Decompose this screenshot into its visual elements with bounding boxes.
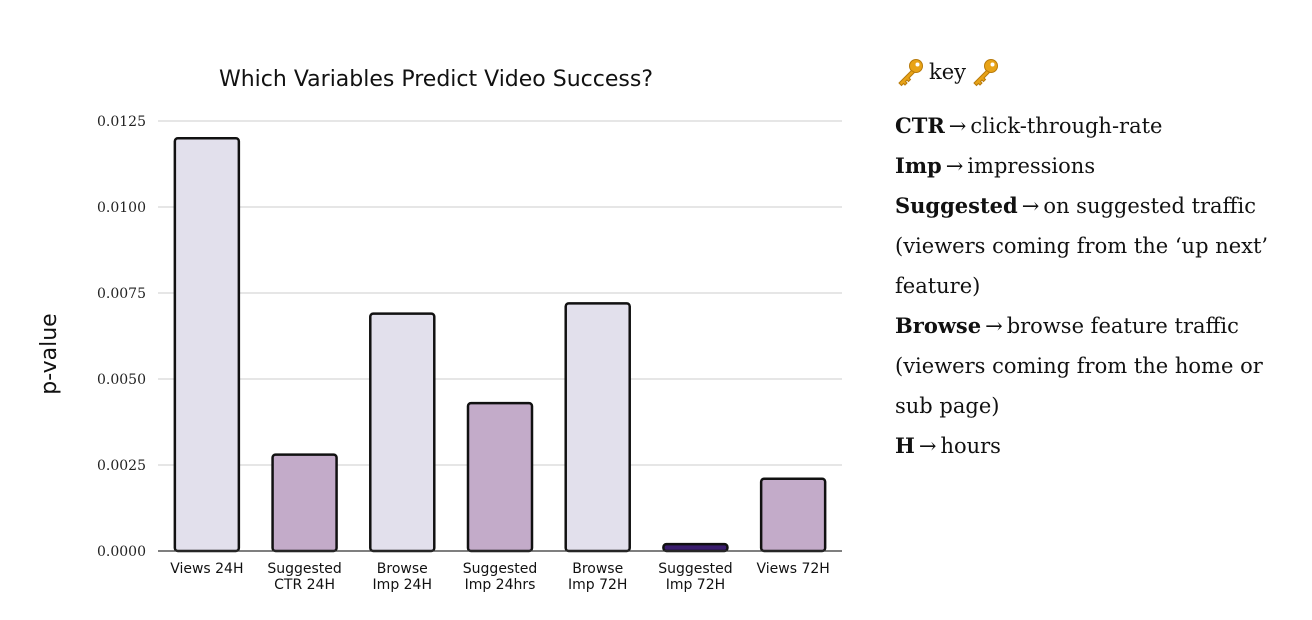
x-axis-labels: Views 24H Suggested CTR 24H Browse Imp 24H Su… [170,561,830,593]
key-icon [898,59,923,87]
x-category-label: Views 72H [756,561,829,577]
key-desc: impressions [967,154,1096,178]
bar [173,136,241,553]
key-header: key [895,52,1295,92]
x-category-label: Browse Imp 24H [373,561,432,593]
key-desc: hours [940,434,1001,458]
x-category-label: Suggested CTR 24H [267,561,341,593]
key-panel: key CTR → click-through-rate Imp → impressio… [895,52,1295,466]
x-category-label: Browse Imp 72H [568,561,627,593]
bars [173,136,827,553]
y-axis-ticks: 0.0000 0.0025 0.0050 0.0075 0.0100 0.0125 [97,114,146,560]
arrow-icon: → [918,434,937,458]
key-title: key [929,60,967,84]
bar [271,453,338,553]
key-desc: browse feature traffic (viewers coming f… [895,314,1263,418]
key-term: H [895,433,915,458]
x-category-label: Suggested Imp 24hrs [463,561,537,593]
y-tick-label: 0.0125 [97,114,146,130]
chart-title: Which Variables Predict Video Success? [219,67,653,92]
key-entry-browse: Browse → browse feature traffic (viewers c… [895,306,1295,426]
y-tick-label: 0.0050 [97,372,146,388]
key-entry-ctr: CTR → click-through-rate [895,106,1295,146]
arrow-icon: → [985,314,1003,338]
y-tick-label: 0.0075 [97,286,146,302]
key-term: Imp [895,153,942,178]
x-category-label: Suggested Imp 72H [658,561,732,593]
bar [564,302,631,553]
bar [466,401,534,553]
arrow-icon: → [948,114,967,138]
bar [369,312,436,553]
key-term: Suggested [895,193,1018,218]
gridlines [158,120,842,466]
key-entry-h: H → hours [895,426,1295,466]
y-tick-label: 0.0100 [97,200,146,216]
bar [759,477,827,553]
key-desc: on suggested traffic (viewers coming fro… [895,194,1269,298]
key-desc: click-through-rate [970,114,1163,138]
key-term: Browse [895,313,982,338]
key-term: CTR [895,113,945,138]
y-tick-label: 0.0000 [97,544,146,560]
y-tick-label: 0.0025 [97,458,146,474]
arrow-icon: → [1021,194,1040,218]
y-axis-label: p-value [37,313,62,394]
key-icon [973,59,999,87]
arrow-icon: → [945,154,964,178]
x-category-label: Views 24H [170,561,243,577]
p-value-bar-chart: Which Variables Predict Video Success? p… [37,67,842,593]
bar [662,542,729,553]
key-entry-suggested: Suggested → on suggested traffic (viewers … [895,186,1295,306]
key-entry-imp: Imp → impressions [895,146,1295,186]
